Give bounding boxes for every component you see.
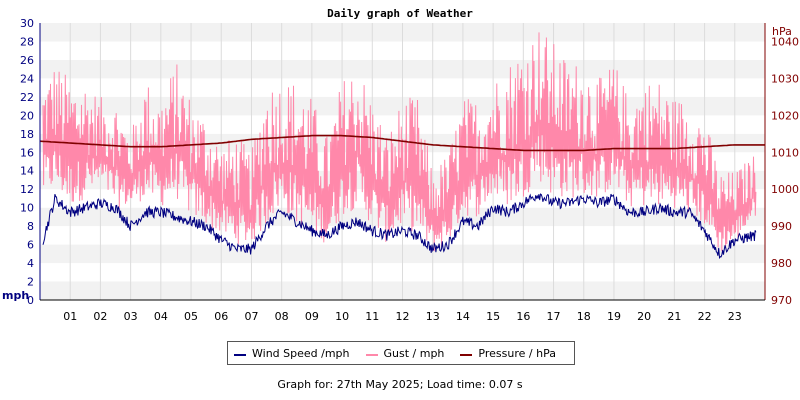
- legend-item-gust: Gust / mph: [365, 346, 445, 360]
- right-tick-label: 1040: [771, 35, 799, 48]
- x-tick-label: 05: [184, 310, 198, 323]
- left-tick-label: 0: [27, 294, 34, 307]
- x-tick-label: 03: [124, 310, 138, 323]
- left-tick-label: 10: [20, 202, 34, 215]
- chart-title: Daily graph of Weather: [327, 7, 473, 20]
- legend-label-pressure: Pressure / hPa: [478, 346, 556, 360]
- series-layer: [39, 32, 765, 260]
- left-tick-label: 30: [20, 17, 34, 30]
- legend-label-wind: Wind Speed /mph: [252, 346, 350, 360]
- x-tick-label: 01: [63, 310, 77, 323]
- legend-swatch-pressure: [460, 353, 473, 356]
- x-tick-label: 09: [305, 310, 319, 323]
- x-tick-label: 16: [516, 310, 530, 323]
- x-tick-label: 19: [607, 310, 621, 323]
- x-axis-ticks: 01 02 03 04 05 06 07 08 09 10 11 12 13 14 15 16 17 18 19 20…: [63, 310, 742, 323]
- left-tick-label: 2: [27, 276, 34, 289]
- x-tick-label: 15: [486, 310, 500, 323]
- series-wind-line: [42, 193, 757, 260]
- left-tick-label: 14: [20, 165, 34, 178]
- x-tick-label: 17: [547, 310, 561, 323]
- footer-status: Graph for: 27th May 2025; Load time: 0.0…: [277, 378, 523, 391]
- left-tick-label: 8: [27, 220, 34, 233]
- left-tick-label: 22: [20, 91, 34, 104]
- x-tick-label: 13: [426, 310, 440, 323]
- x-tick-label: 14: [456, 310, 470, 323]
- left-tick-label: 20: [20, 109, 34, 122]
- x-tick-label: 21: [667, 310, 681, 323]
- axes: [39, 23, 766, 301]
- x-tick-label: 07: [244, 310, 258, 323]
- legend: Wind Speed /mph Gust / mph Pressure / hP…: [227, 341, 575, 365]
- x-tick-label: 12: [396, 310, 410, 323]
- right-axis-ticks: 970 980 990 1000 1010 1020 1030 1040: [771, 35, 799, 307]
- right-axis-unit: hPa: [772, 25, 792, 38]
- x-tick-label: 20: [637, 310, 651, 323]
- vertical-gridlines: [39, 23, 766, 300]
- x-tick-label: 11: [365, 310, 379, 323]
- x-tick-label: 04: [154, 310, 168, 323]
- x-tick-label: 23: [728, 310, 742, 323]
- legend-item-pressure: Pressure / hPa: [460, 347, 556, 360]
- left-tick-label: 6: [27, 239, 34, 252]
- legend-swatch-wind: [234, 353, 246, 356]
- left-tick-label: 18: [20, 128, 34, 141]
- right-tick-label: 990: [771, 220, 792, 233]
- left-axis-unit: mph: [2, 289, 29, 302]
- left-tick-label: 4: [27, 257, 34, 270]
- legend-swatch-gust: [365, 353, 378, 356]
- series-pressure-line: [39, 134, 765, 152]
- right-tick-label: 1010: [771, 146, 799, 159]
- x-tick-label: 08: [275, 310, 289, 323]
- x-tick-label: 10: [335, 310, 349, 323]
- left-tick-label: 24: [20, 72, 34, 85]
- right-tick-label: 980: [771, 257, 792, 270]
- left-tick-label: 26: [20, 54, 34, 67]
- left-tick-label: 16: [20, 146, 34, 159]
- legend-item-wind: Wind Speed /mph: [234, 347, 350, 360]
- x-tick-label: 22: [698, 310, 712, 323]
- left-tick-label: 12: [20, 183, 34, 196]
- right-tick-label: 1030: [771, 72, 799, 85]
- legend-label-gust: Gust / mph: [383, 346, 445, 360]
- left-tick-label: 28: [20, 35, 34, 48]
- series-gust-line: [42, 32, 757, 252]
- x-tick-label: 06: [214, 310, 228, 323]
- right-tick-label: 1020: [771, 109, 799, 122]
- right-tick-label: 1000: [771, 183, 799, 196]
- x-tick-label: 18: [577, 310, 591, 323]
- x-tick-label: 02: [93, 310, 107, 323]
- right-tick-label: 970: [771, 294, 792, 307]
